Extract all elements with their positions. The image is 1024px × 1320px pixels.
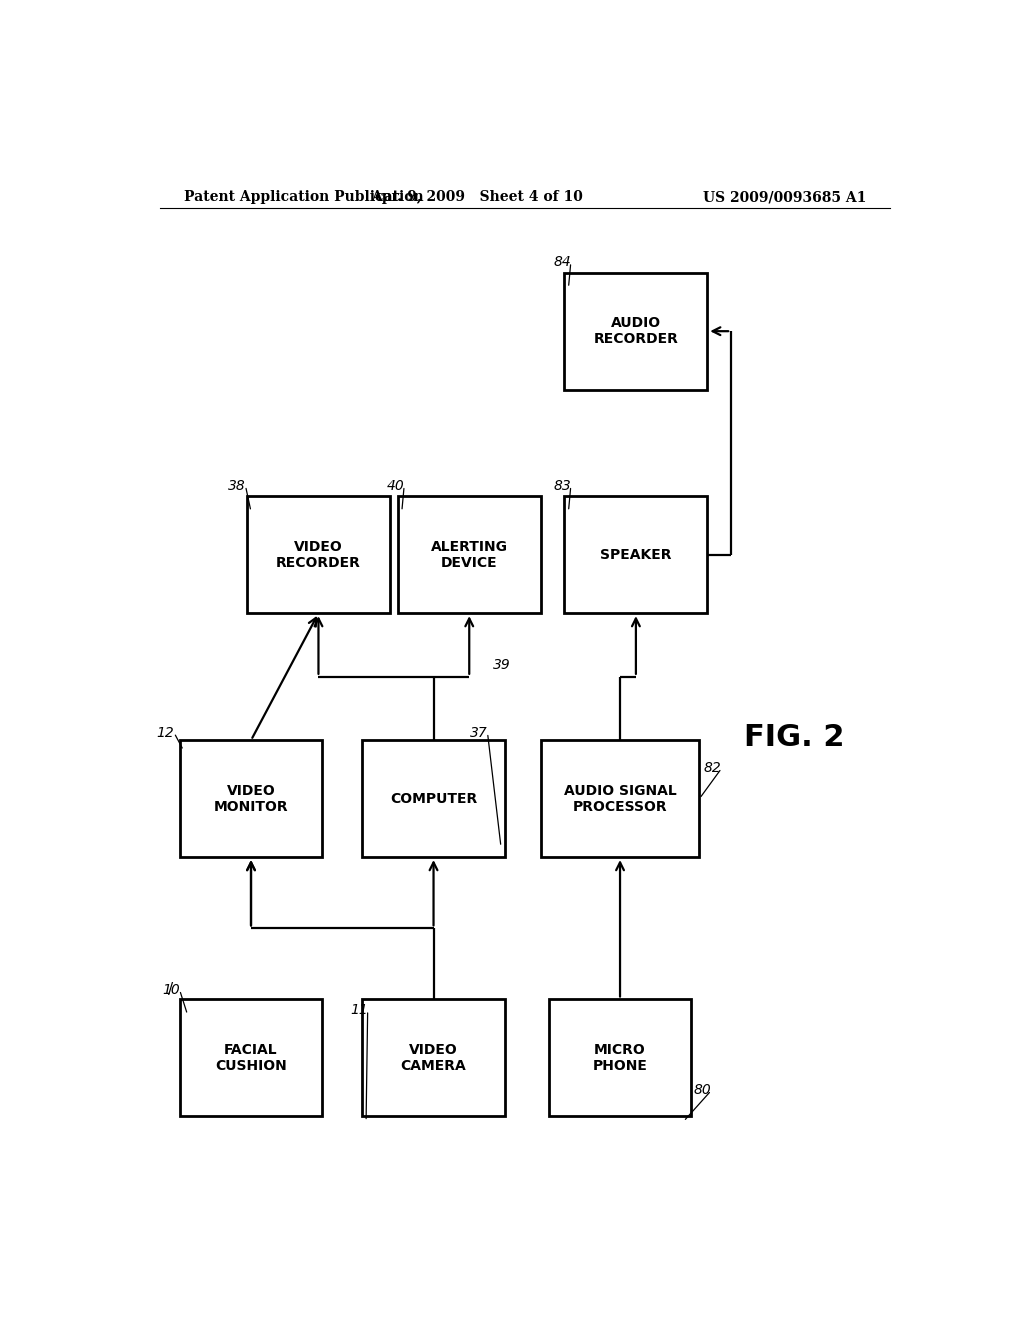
Text: AUDIO SIGNAL
PROCESSOR: AUDIO SIGNAL PROCESSOR (563, 784, 677, 814)
Text: VIDEO
CAMERA: VIDEO CAMERA (400, 1043, 466, 1073)
Text: MICRO
PHONE: MICRO PHONE (593, 1043, 647, 1073)
Text: /: / (168, 982, 173, 998)
Text: US 2009/0093685 A1: US 2009/0093685 A1 (702, 190, 866, 205)
Text: 82: 82 (703, 762, 722, 775)
Text: 37: 37 (470, 726, 487, 739)
Bar (397, 496, 541, 614)
Text: COMPUTER: COMPUTER (390, 792, 477, 805)
Text: 38: 38 (227, 479, 246, 492)
Text: FIG. 2: FIG. 2 (744, 723, 845, 752)
Text: 10: 10 (162, 983, 179, 997)
Bar (564, 496, 708, 614)
Text: ALERTING
DEVICE: ALERTING DEVICE (431, 540, 508, 570)
Text: FACIAL
CUSHION: FACIAL CUSHION (215, 1043, 287, 1073)
Bar (362, 741, 505, 857)
Bar (179, 741, 323, 857)
Text: SPEAKER: SPEAKER (600, 548, 672, 562)
Bar (179, 999, 323, 1117)
Text: 84: 84 (553, 255, 570, 269)
Text: 80: 80 (693, 1084, 712, 1097)
Bar (362, 999, 505, 1117)
Text: 12: 12 (157, 726, 174, 739)
Text: VIDEO
MONITOR: VIDEO MONITOR (214, 784, 289, 814)
Text: Patent Application Publication: Patent Application Publication (183, 190, 423, 205)
Bar (564, 273, 708, 389)
Text: 39: 39 (494, 657, 511, 672)
Text: 83: 83 (553, 479, 570, 492)
Text: AUDIO
RECORDER: AUDIO RECORDER (594, 315, 678, 346)
Bar (541, 741, 699, 857)
Bar (247, 496, 390, 614)
Text: Apr. 9, 2009   Sheet 4 of 10: Apr. 9, 2009 Sheet 4 of 10 (372, 190, 583, 205)
Bar (549, 999, 691, 1117)
Text: VIDEO
RECORDER: VIDEO RECORDER (276, 540, 360, 570)
Text: 11: 11 (350, 1003, 368, 1018)
Text: 40: 40 (386, 479, 404, 492)
